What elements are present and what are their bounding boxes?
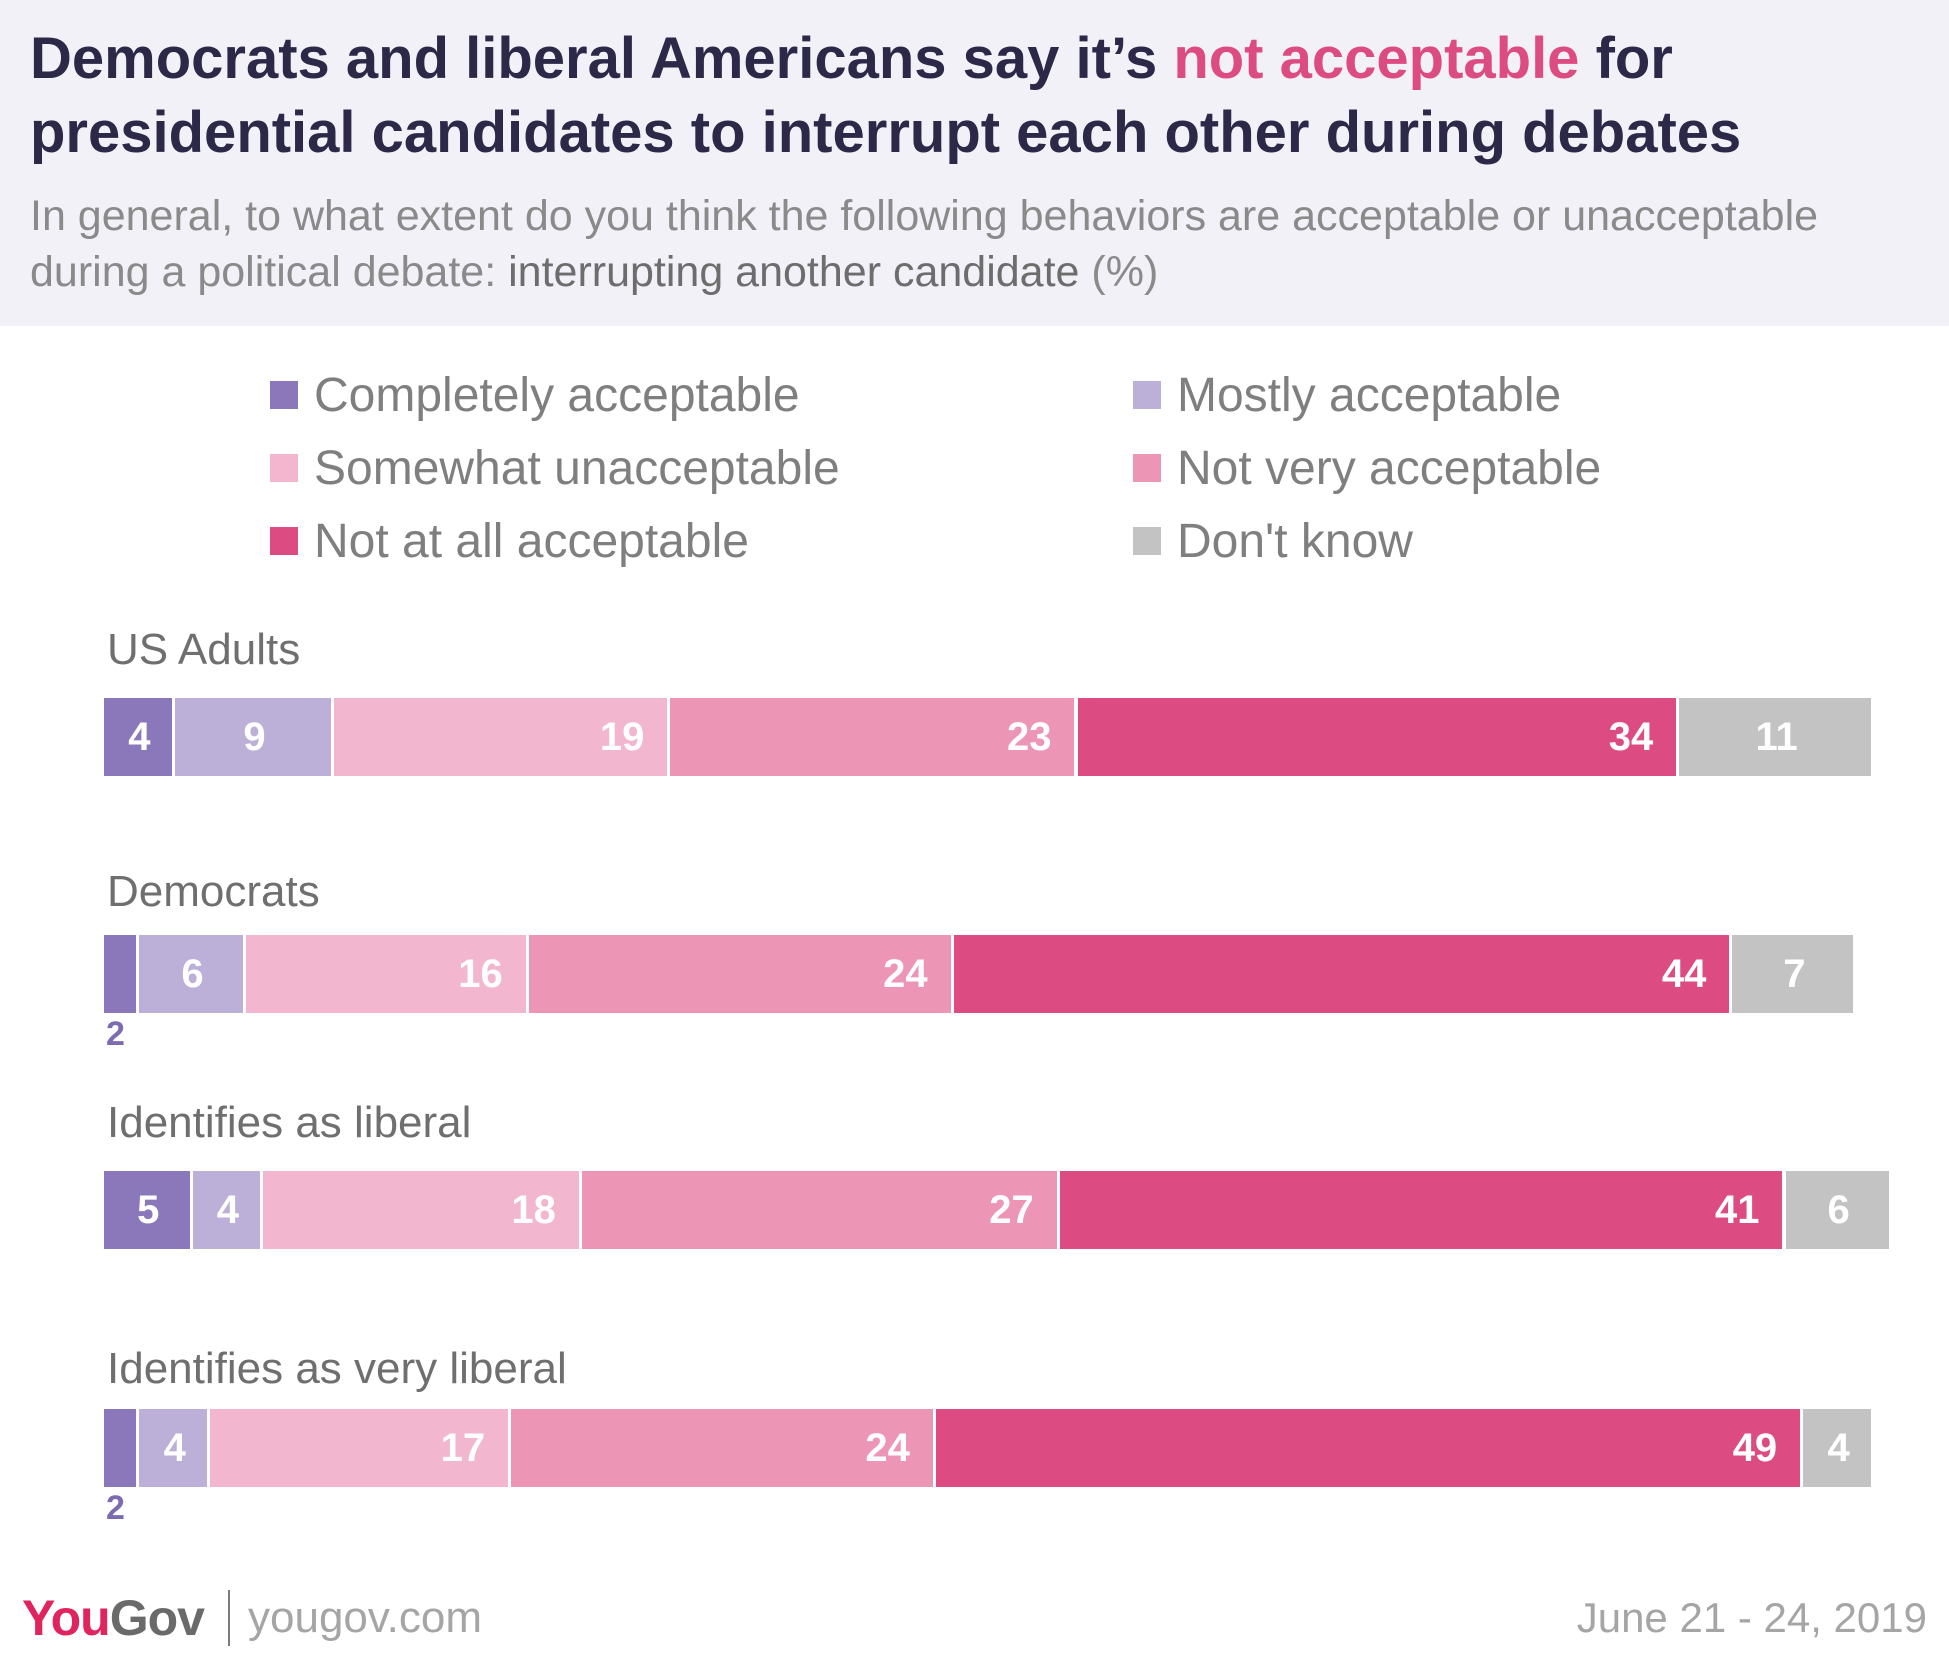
- data-label: 23: [1006, 715, 1052, 759]
- chart-subtitle: In general, to what extent do you think …: [30, 188, 1910, 300]
- legend-item: Don't know: [1133, 513, 1413, 569]
- bar-segment: [1732, 935, 1857, 1013]
- group-label: Identifies as very liberal: [107, 1344, 567, 1393]
- legend-item: Not very acceptable: [1133, 440, 1601, 496]
- group-label: Identifies as liberal: [107, 1098, 472, 1147]
- data-label: 27: [989, 1188, 1034, 1232]
- bar-segment: [104, 1171, 193, 1249]
- legend-swatch: [270, 527, 298, 555]
- bar-segment: [670, 698, 1078, 776]
- data-label: 16: [458, 952, 503, 996]
- legend-item: Somewhat unacceptable: [270, 440, 840, 496]
- data-label: 4: [128, 715, 151, 759]
- yougov-logo: YouGov: [22, 1590, 205, 1646]
- data-label: 49: [1732, 1426, 1778, 1470]
- data-label: 4: [163, 1426, 186, 1470]
- legend-label: Mostly acceptable: [1177, 368, 1562, 422]
- subtitle-part-2: (%): [1079, 248, 1159, 296]
- bar-segment: [528, 935, 954, 1013]
- logo-you: You: [22, 1590, 111, 1646]
- bar-segment: [1077, 698, 1680, 776]
- subtitle-part-1: In general, to what extent do you think …: [30, 192, 1819, 296]
- data-label: 4: [216, 1188, 240, 1232]
- data-label: 6: [181, 952, 204, 996]
- data-label: 24: [883, 952, 928, 996]
- subtitle-emphasis: interrupting another candidate: [508, 248, 1080, 296]
- footer-divider: [228, 1590, 230, 1646]
- bar-segment: [1679, 698, 1874, 776]
- title-part-2: for presidential candidates to interrupt…: [30, 26, 1742, 165]
- data-label: 2: [106, 1015, 125, 1053]
- legend-item: Completely acceptable: [270, 367, 800, 423]
- bar-segment: [1059, 1171, 1786, 1249]
- data-label: 4: [1827, 1426, 1850, 1470]
- bar-segment: [104, 1409, 140, 1487]
- legend-swatch: [270, 381, 298, 409]
- bar-segment: [263, 1171, 582, 1249]
- title-part-1: Democrats and liberal Americans say it’s: [30, 26, 1174, 91]
- bar-segment: [139, 1409, 211, 1487]
- data-label: 2: [106, 1489, 125, 1527]
- data-label: 17: [440, 1426, 486, 1470]
- bar-segment: [1803, 1409, 1874, 1487]
- bar-segment: [245, 935, 529, 1013]
- footer-site-link[interactable]: yougov.com: [248, 1593, 482, 1642]
- data-label: 5: [137, 1188, 160, 1232]
- legend-item: Not at all acceptable: [270, 513, 749, 569]
- data-label: 44: [1661, 952, 1707, 996]
- legend-label: Not at all acceptable: [314, 514, 749, 568]
- bar-segment: [953, 935, 1733, 1013]
- logo-gov: Gov: [109, 1590, 205, 1646]
- data-label: 9: [243, 715, 266, 759]
- bar-segment: [104, 935, 140, 1013]
- legend-swatch: [270, 454, 298, 482]
- bar-segment: [511, 1409, 936, 1487]
- title-highlight: not acceptable: [1173, 26, 1580, 91]
- legend-item: Mostly acceptable: [1133, 367, 1561, 423]
- bar-segment: [139, 935, 246, 1013]
- legend-label: Not very acceptable: [1177, 441, 1602, 495]
- data-label: 11: [1755, 715, 1798, 759]
- data-label: 6: [1827, 1188, 1850, 1232]
- legend-label: Completely acceptable: [314, 368, 800, 422]
- bar-segment: [104, 698, 175, 776]
- header-panel: Democrats and liberal Americans say it’s…: [0, 0, 1949, 326]
- bar-segment: [935, 1409, 1804, 1487]
- data-label: 34: [1608, 715, 1654, 759]
- bar-segment: [1785, 1171, 1892, 1249]
- group-label: US Adults: [107, 625, 301, 674]
- data-label: 19: [599, 715, 645, 759]
- legend-label: Don't know: [1177, 514, 1413, 568]
- bar-segment: [334, 698, 671, 776]
- bar-segment: [581, 1171, 1060, 1249]
- legend-swatch: [1133, 454, 1161, 482]
- bar-segment: [210, 1409, 512, 1487]
- data-label: 18: [511, 1188, 556, 1232]
- group-label: Democrats: [107, 867, 320, 916]
- data-label: 24: [865, 1426, 910, 1470]
- chart-title: Democrats and liberal Americans say it’s…: [30, 22, 1930, 170]
- legend-label: Somewhat unacceptable: [314, 441, 840, 495]
- bar-segment: [174, 698, 335, 776]
- footer-date: June 21 - 24, 2019: [1576, 1594, 1927, 1641]
- legend-swatch: [1133, 381, 1161, 409]
- bar-segment: [192, 1171, 264, 1249]
- legend-swatch: [1133, 527, 1161, 555]
- data-label: 7: [1783, 952, 1806, 996]
- data-label: 41: [1714, 1188, 1760, 1232]
